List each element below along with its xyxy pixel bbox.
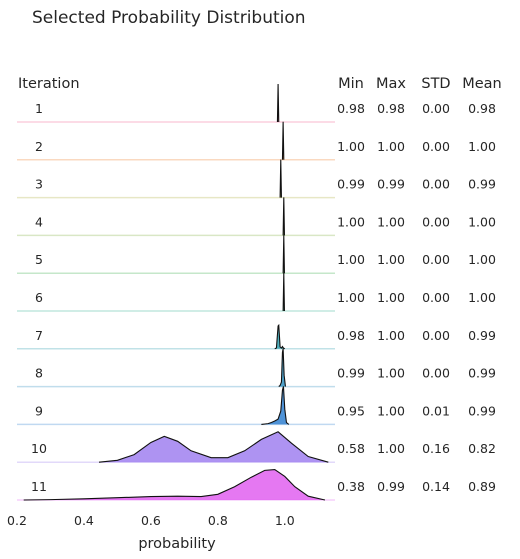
- stat-mean: 0.99: [468, 328, 496, 343]
- stat-std: 0.00: [422, 366, 450, 381]
- stat-std: 0.00: [422, 101, 450, 116]
- stat-mean: 1.00: [468, 290, 496, 305]
- stat-header-max: Max: [376, 76, 406, 92]
- x-tick-label: 1.0: [275, 513, 295, 528]
- stat-min: 0.58: [337, 441, 365, 456]
- x-axis-label: probability: [138, 536, 216, 552]
- stat-std: 0.01: [422, 403, 450, 418]
- ridgeline-rows: 1 0.98 0.98 0.00 0.98 2 1.00 1.00 0.00 1.00 3 0.99 0…: [17, 84, 496, 500]
- stat-header-min: Min: [338, 76, 364, 92]
- ridge-row: 6 1.00 1.00 0.00 1.00: [17, 273, 496, 311]
- ridge-row: 7 0.98 1.00 0.00 0.99: [17, 325, 496, 349]
- stat-mean: 1.00: [468, 139, 496, 154]
- stat-min: 0.98: [337, 101, 365, 116]
- stat-min: 0.99: [337, 366, 365, 381]
- column-headers: Iteration Min Max STD Mean: [18, 76, 502, 92]
- stat-std: 0.00: [422, 139, 450, 154]
- stat-max: 0.98: [377, 101, 405, 116]
- ridge-row: 2 1.00 1.00 0.00 1.00: [17, 122, 496, 160]
- ridge-row: 5 1.00 1.00 0.00 1.00: [17, 235, 496, 273]
- stat-std: 0.00: [422, 252, 450, 267]
- iteration-label: 5: [35, 252, 43, 267]
- ridge-row: 4 1.00 1.00 0.00 1.00: [17, 197, 496, 235]
- stat-mean: 0.99: [468, 177, 496, 192]
- x-tick-label: 0.2: [7, 513, 27, 528]
- stat-mean: 0.89: [468, 479, 496, 494]
- stat-std: 0.14: [422, 479, 450, 494]
- stat-std: 0.16: [422, 441, 450, 456]
- x-tick-label: 0.6: [141, 513, 161, 528]
- stat-min: 0.95: [337, 403, 365, 418]
- stat-min: 1.00: [337, 252, 365, 267]
- ridge-row: 3 0.99 0.99 0.00 0.99: [17, 160, 496, 198]
- stat-std: 0.00: [422, 214, 450, 229]
- stat-mean: 0.99: [468, 403, 496, 418]
- x-axis: 0.2 0.4 0.6 0.8 1.0: [7, 513, 295, 528]
- stat-min: 0.38: [337, 479, 365, 494]
- stat-max: 0.99: [377, 177, 405, 192]
- stat-min: 0.99: [337, 177, 365, 192]
- stat-mean: 0.99: [468, 366, 496, 381]
- iteration-label: 10: [31, 441, 47, 456]
- stat-mean: 1.00: [468, 252, 496, 267]
- stat-max: 1.00: [377, 328, 405, 343]
- iteration-label: 7: [35, 328, 43, 343]
- iteration-label: 4: [35, 214, 43, 229]
- ridge-row: 8 0.99 1.00 0.00 0.99: [17, 349, 496, 387]
- stat-mean: 0.98: [468, 101, 496, 116]
- stat-std: 0.00: [422, 290, 450, 305]
- stat-std: 0.00: [422, 177, 450, 192]
- iteration-label: 8: [35, 366, 43, 381]
- iteration-label: 1: [35, 101, 43, 116]
- stat-min: 0.98: [337, 328, 365, 343]
- stat-header-std: STD: [421, 76, 450, 92]
- stat-max: 1.00: [377, 403, 405, 418]
- stat-max: 1.00: [377, 290, 405, 305]
- stat-max: 1.00: [377, 441, 405, 456]
- stat-min: 1.00: [337, 139, 365, 154]
- x-tick-label: 0.8: [208, 513, 228, 528]
- stat-max: 1.00: [377, 252, 405, 267]
- ridge-row: 11 0.38 0.99 0.14 0.89: [17, 470, 496, 500]
- stat-mean: 0.82: [468, 441, 496, 456]
- iteration-label: 9: [35, 403, 43, 418]
- stat-max: 1.00: [377, 139, 405, 154]
- stat-max: 1.00: [377, 366, 405, 381]
- ridge-density-fill: [24, 470, 325, 500]
- iteration-label: 11: [31, 479, 47, 494]
- ridge-row: 10 0.58 1.00 0.16 0.82: [17, 432, 496, 462]
- stat-mean: 1.00: [468, 214, 496, 229]
- iteration-label: 2: [35, 139, 43, 154]
- x-tick-label: 0.4: [74, 513, 94, 528]
- stat-std: 0.00: [422, 328, 450, 343]
- iteration-label: 3: [35, 177, 43, 192]
- stat-max: 0.99: [377, 479, 405, 494]
- stat-header-mean: Mean: [462, 76, 502, 92]
- iteration-label: 6: [35, 290, 43, 305]
- stat-min: 1.00: [337, 290, 365, 305]
- row-header: Iteration: [18, 76, 80, 92]
- stat-max: 1.00: [377, 214, 405, 229]
- stat-min: 1.00: [337, 214, 365, 229]
- ridge-row: 9 0.95 1.00 0.01 0.99: [17, 386, 496, 424]
- ridge-density-outline: [275, 325, 285, 349]
